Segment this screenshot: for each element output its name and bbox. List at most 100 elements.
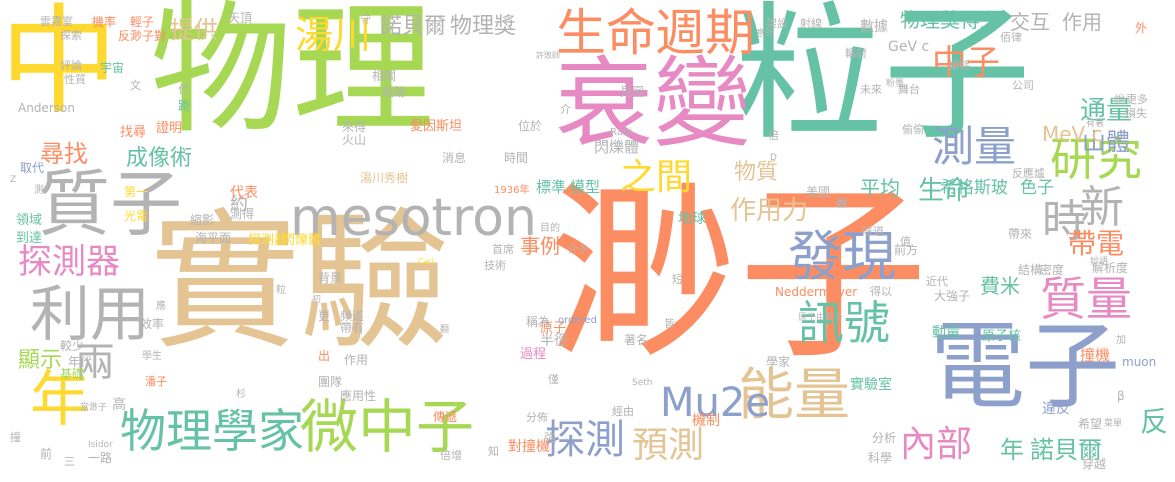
- word-99: 穿越: [1082, 457, 1107, 471]
- word-38: 通量: [1080, 96, 1133, 126]
- word-181: β: [1117, 389, 1125, 403]
- word-109: 知: [488, 445, 499, 458]
- word-66: 原子: [540, 321, 567, 336]
- word-25: 探測: [545, 417, 625, 463]
- word-113: 三: [64, 455, 75, 468]
- word-97: 分析: [872, 431, 897, 445]
- word-199: Z: [10, 175, 17, 185]
- word-23: 物理學家: [120, 404, 304, 458]
- word-46: 尋找: [40, 140, 88, 168]
- word-51: 年: [1000, 436, 1024, 464]
- word-150: 見圖: [620, 85, 645, 99]
- word-163: 佰律: [1000, 31, 1022, 44]
- word-92: 大強子: [934, 289, 971, 303]
- word-112: 前: [40, 447, 53, 461]
- word-124: 團隊: [318, 375, 343, 389]
- word-186: 當渺子: [80, 403, 108, 413]
- word-16: 研究: [1050, 132, 1142, 186]
- word-135: 找尋: [120, 125, 147, 140]
- word-12: 諾貝爾: [380, 14, 447, 39]
- word-103: 皆: [664, 317, 675, 330]
- word-145: 文: [130, 79, 141, 92]
- word-127: 更: [318, 309, 331, 323]
- word-8: mesotron: [290, 188, 537, 248]
- word-76: 違反: [1042, 401, 1070, 417]
- word-94: 密度: [1040, 263, 1065, 277]
- word-106: 分佈: [526, 411, 548, 424]
- word-120: 背景: [318, 271, 343, 285]
- word-166: 更多: [1126, 93, 1148, 106]
- word-61: 探測器: [248, 233, 288, 248]
- word-167: 說: [1114, 93, 1125, 106]
- word-125: 出: [318, 349, 331, 363]
- word-182: 加: [1116, 335, 1126, 346]
- word-200: 測: [34, 185, 44, 196]
- word-187: 潘子: [145, 375, 167, 388]
- word-54: 顯示: [18, 348, 63, 373]
- word-11: 湯川: [295, 13, 372, 57]
- word-165: 損失: [1125, 107, 1147, 120]
- word-116: 基礎: [60, 367, 85, 381]
- word-77: Anderson: [18, 101, 75, 115]
- word-195: 介子: [568, 245, 588, 256]
- word-22: 能量: [738, 363, 850, 428]
- word-52: 諾貝爾: [1030, 436, 1102, 464]
- word-15: 測量: [932, 122, 1017, 171]
- word-108: 強: [544, 431, 557, 445]
- word-189: 杉: [236, 389, 246, 400]
- word-64: 代表: [230, 185, 258, 201]
- word-203: 有著: [1086, 119, 1105, 129]
- word-87: 消息: [442, 151, 467, 165]
- word-67: 撞機: [1080, 346, 1111, 364]
- word-126: 作用: [344, 353, 369, 367]
- word-115: 高: [112, 397, 126, 413]
- word-63: 約: [230, 194, 248, 215]
- word-136: 跨: [178, 99, 191, 113]
- word-86: 來得: [342, 120, 367, 134]
- word-18: 新: [1080, 182, 1124, 233]
- word-69: 過程: [520, 347, 547, 362]
- word-160: 舞台: [898, 83, 920, 96]
- word-73: 實驗室: [850, 377, 892, 393]
- word-168: 偷偷: [902, 123, 924, 136]
- word-0: 中: [0, 0, 119, 130]
- word-42: 物理獎: [900, 8, 960, 32]
- word-84: 愛因斯坦: [410, 119, 463, 134]
- word-141: 雲霧室: [40, 15, 73, 28]
- word-91: 帶來: [1008, 227, 1033, 241]
- word-121: 頻道: [340, 309, 365, 323]
- word-147: 相關: [372, 69, 397, 83]
- word-146: 守: [360, 13, 371, 26]
- word-72: 機制: [692, 413, 720, 429]
- word-100: 希望: [1078, 417, 1103, 431]
- word-53: 反: [1140, 405, 1169, 438]
- word-32: 內部: [900, 424, 973, 465]
- word-184: Seth: [632, 378, 653, 388]
- word-201: 意外: [756, 29, 775, 39]
- word-37: 帶電: [1068, 227, 1125, 260]
- word-17: 時: [1042, 196, 1086, 247]
- word-197: 層: [836, 199, 846, 210]
- word-128: 海平面: [195, 231, 232, 245]
- word-40: MeV c: [1042, 122, 1103, 146]
- word-156: 架設: [766, 17, 788, 30]
- word-74: 動量: [932, 325, 960, 341]
- word-62: 閃爍體: [282, 233, 322, 248]
- word-57: 模型: [570, 178, 601, 196]
- word-149: 許敗師: [536, 51, 560, 60]
- word-132: 第一: [124, 185, 149, 199]
- word-50: 費米: [980, 274, 1020, 298]
- word-194: Carl: [418, 257, 434, 266]
- word-196: 菜單: [1104, 419, 1123, 429]
- word-34: 平均: [860, 176, 900, 200]
- word-82: 到達: [16, 231, 43, 246]
- word-152: 介: [560, 103, 571, 116]
- word-1: 物理: [150, 0, 434, 153]
- word-185: Isidor: [88, 440, 113, 450]
- word-169: 反應爐: [1012, 167, 1045, 180]
- word-105: 經由: [612, 405, 634, 418]
- word-33: 之間: [620, 157, 693, 198]
- word-202: 粉墨: [886, 79, 905, 89]
- word-48: 事例: [520, 234, 560, 258]
